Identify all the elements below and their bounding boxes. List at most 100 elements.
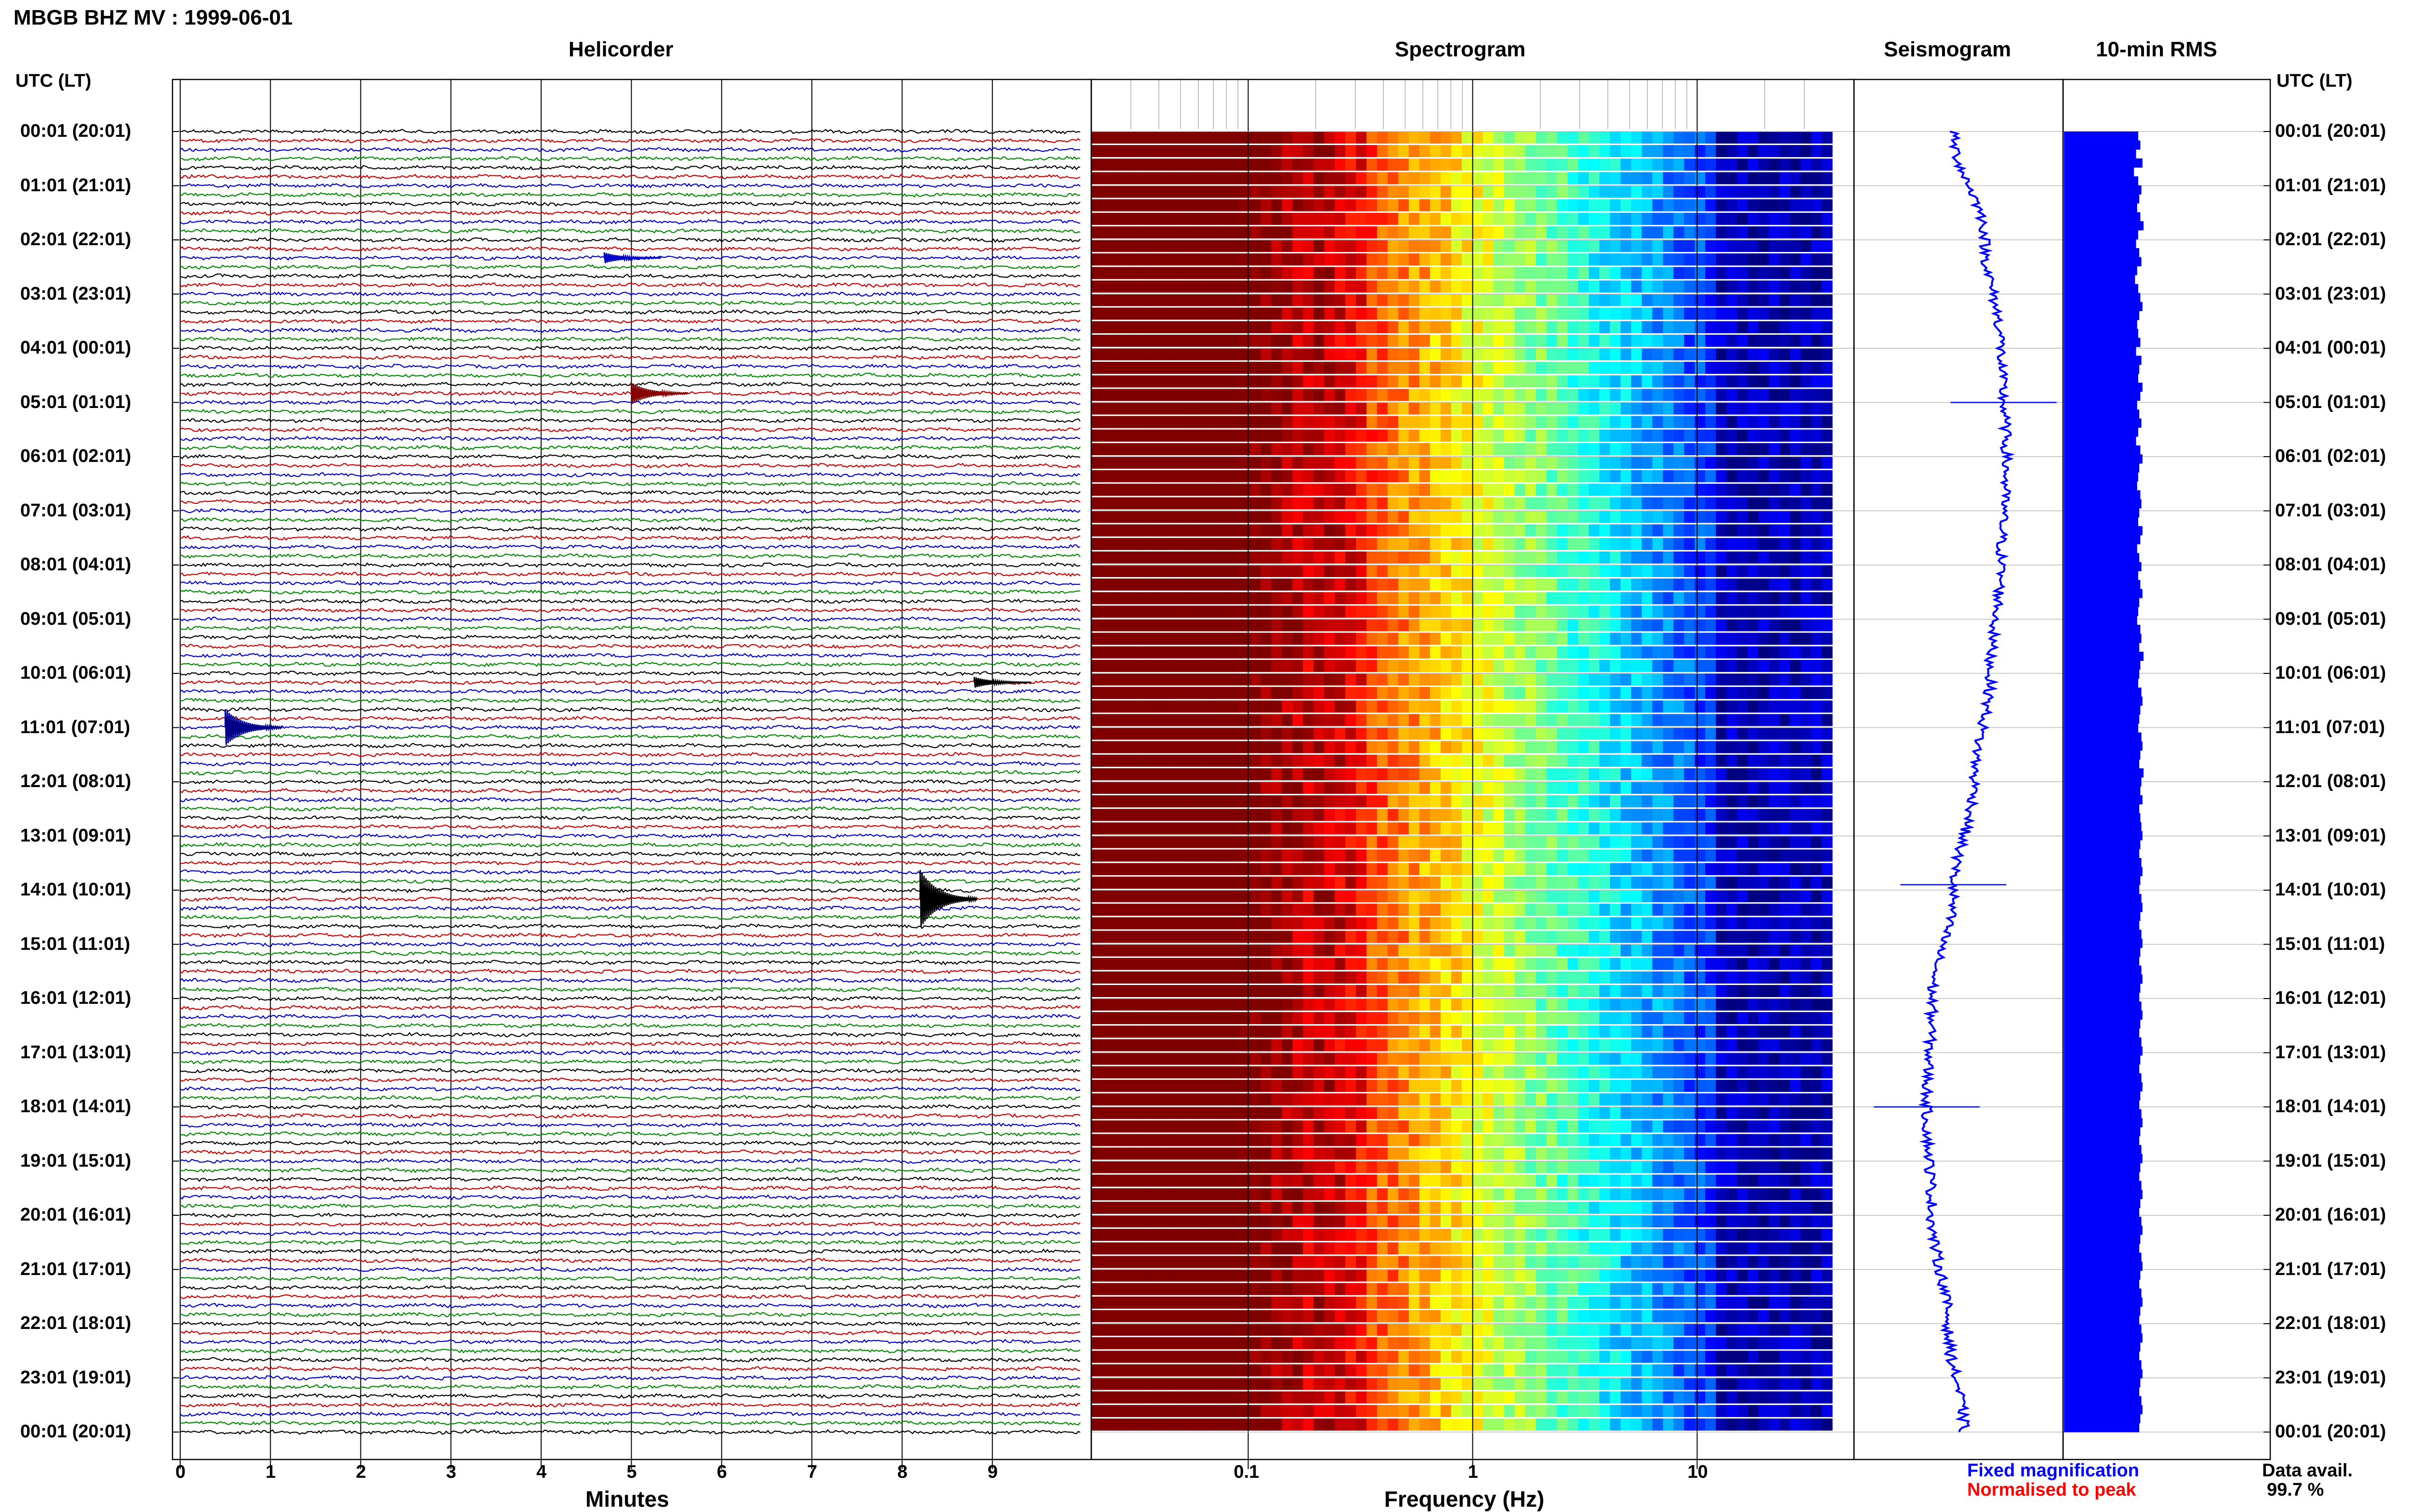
spectrogram-cell (1176, 1026, 1187, 1038)
spectrogram-cell (1811, 145, 1822, 158)
spectrogram-cell (1493, 687, 1505, 699)
spectrogram-cell (1356, 673, 1367, 686)
spectrogram-cell (1441, 375, 1452, 388)
spectrogram-cell (1472, 538, 1483, 550)
spectrogram-cell (1441, 497, 1452, 510)
spectrogram-cell (1165, 876, 1177, 889)
spectrogram-cell (1482, 754, 1494, 767)
spectrogram-cell (1790, 145, 1801, 158)
spectrogram-cell (1684, 416, 1695, 428)
spectrogram-cell (1779, 429, 1790, 442)
helicorder-trace (180, 481, 1081, 487)
spectrogram-cell (1388, 267, 1399, 279)
spectrogram-cell (1091, 809, 1102, 821)
spectrogram-cell (1504, 484, 1515, 496)
spectrogram-cell (1239, 700, 1251, 713)
spectrogram-cell (1154, 334, 1166, 347)
spectrogram-cell (1229, 538, 1240, 550)
spectrogram-cell (1694, 253, 1706, 266)
spectrogram-cell (1154, 402, 1166, 415)
spectrogram-cell (1409, 185, 1420, 198)
spectrogram-cell (1769, 768, 1780, 780)
spectrogram-cell (1578, 131, 1589, 144)
spectrogram-cell (1165, 267, 1177, 279)
spectrogram-cell (1250, 443, 1261, 455)
spectrogram-cell (1652, 416, 1664, 428)
spectrogram-cell (1154, 958, 1166, 970)
spectrogram-cell (1260, 267, 1272, 279)
spectrogram-cell (1758, 822, 1769, 835)
spectrogram-cell (1694, 619, 1706, 631)
spectrogram-cell (1747, 646, 1759, 658)
spectrogram-cell (1133, 565, 1145, 578)
spectrogram-cell (1165, 524, 1177, 537)
spectrogram-cell (1398, 416, 1409, 428)
helicorder-trace (180, 273, 1081, 279)
spectrogram-cell (1546, 931, 1558, 943)
spectrogram-cell (1641, 944, 1653, 957)
spectrogram-cell (1260, 362, 1272, 374)
spectrogram-cell (1790, 985, 1801, 997)
spectrogram-cell (1747, 809, 1759, 821)
spectrogram-cell (1451, 565, 1462, 578)
spectrogram-cell (1430, 971, 1441, 984)
spectrogram-cell (1790, 822, 1801, 835)
spectrogram-cell (1366, 457, 1377, 469)
spectrogram-cell (1282, 185, 1293, 198)
spectrogram-cell (1271, 212, 1283, 225)
spectrogram-cell (1271, 890, 1283, 903)
spectrogram-cell (1758, 511, 1769, 523)
spectrogram-cell (1673, 917, 1684, 930)
spectrogram-cell (1641, 605, 1653, 618)
spectrogram-cell (1144, 917, 1155, 930)
spectrogram-cell (1409, 917, 1420, 930)
spectrogram-cell (1409, 267, 1420, 279)
spectrogram-cell (1673, 524, 1684, 537)
spectrogram-cell (1197, 362, 1208, 374)
spectrogram-cell (1652, 782, 1664, 794)
spectrogram-cell (1790, 863, 1801, 875)
spectrogram-cell (1451, 321, 1462, 333)
spectrogram-cell (1493, 999, 1505, 1011)
spectrogram-cell (1260, 809, 1272, 821)
spectrogram-cell (1409, 999, 1420, 1011)
spectrogram-cell (1165, 687, 1177, 699)
spectrogram-cell (1345, 605, 1356, 618)
spectrogram-cell (1292, 497, 1304, 510)
spectrogram-cell (1091, 362, 1102, 374)
spectrogram-cell (1546, 985, 1558, 997)
spectrogram-cell (1239, 226, 1251, 238)
spectrogram-cell (1218, 294, 1230, 306)
spectrogram-cell (1292, 592, 1304, 605)
spectrogram-cell (1260, 321, 1272, 333)
spectrogram-cell (1451, 741, 1462, 753)
spectrogram-cell (1641, 768, 1653, 780)
spectrogram-cell (1419, 605, 1430, 618)
spectrogram-cell (1758, 497, 1769, 510)
spectrogram-cell (1482, 1039, 1494, 1052)
spectrogram-cell (1684, 754, 1695, 767)
spectrogram-cell (1186, 565, 1198, 578)
spectrogram-cell (1091, 985, 1102, 997)
spectrogram-cell (1716, 429, 1727, 442)
spectrogram-cell (1705, 782, 1716, 794)
spectrogram-cell (1112, 727, 1124, 740)
spectrogram-cell (1557, 538, 1568, 550)
spectrogram-cell (1324, 402, 1335, 415)
spectrogram-cell (1631, 565, 1642, 578)
spectrogram-cell (1186, 294, 1198, 306)
spectrogram-cell (1578, 700, 1589, 713)
spectrogram-cell (1102, 687, 1113, 699)
spectrogram-cell (1345, 389, 1356, 401)
helicorder-trace (180, 173, 1081, 180)
spectrogram-cell (1493, 659, 1505, 672)
spectrogram-cell (1377, 145, 1388, 158)
spectrogram-cell (1335, 321, 1346, 333)
spectrogram-cell (1239, 619, 1251, 631)
spectrogram-cell (1811, 741, 1822, 753)
spectrogram-cell (1377, 497, 1388, 510)
spectrogram-cell (1779, 348, 1790, 361)
spectrogram-cell (1239, 944, 1251, 957)
spectrogram-cell (1641, 876, 1653, 889)
spectrogram-cell (1800, 470, 1812, 483)
